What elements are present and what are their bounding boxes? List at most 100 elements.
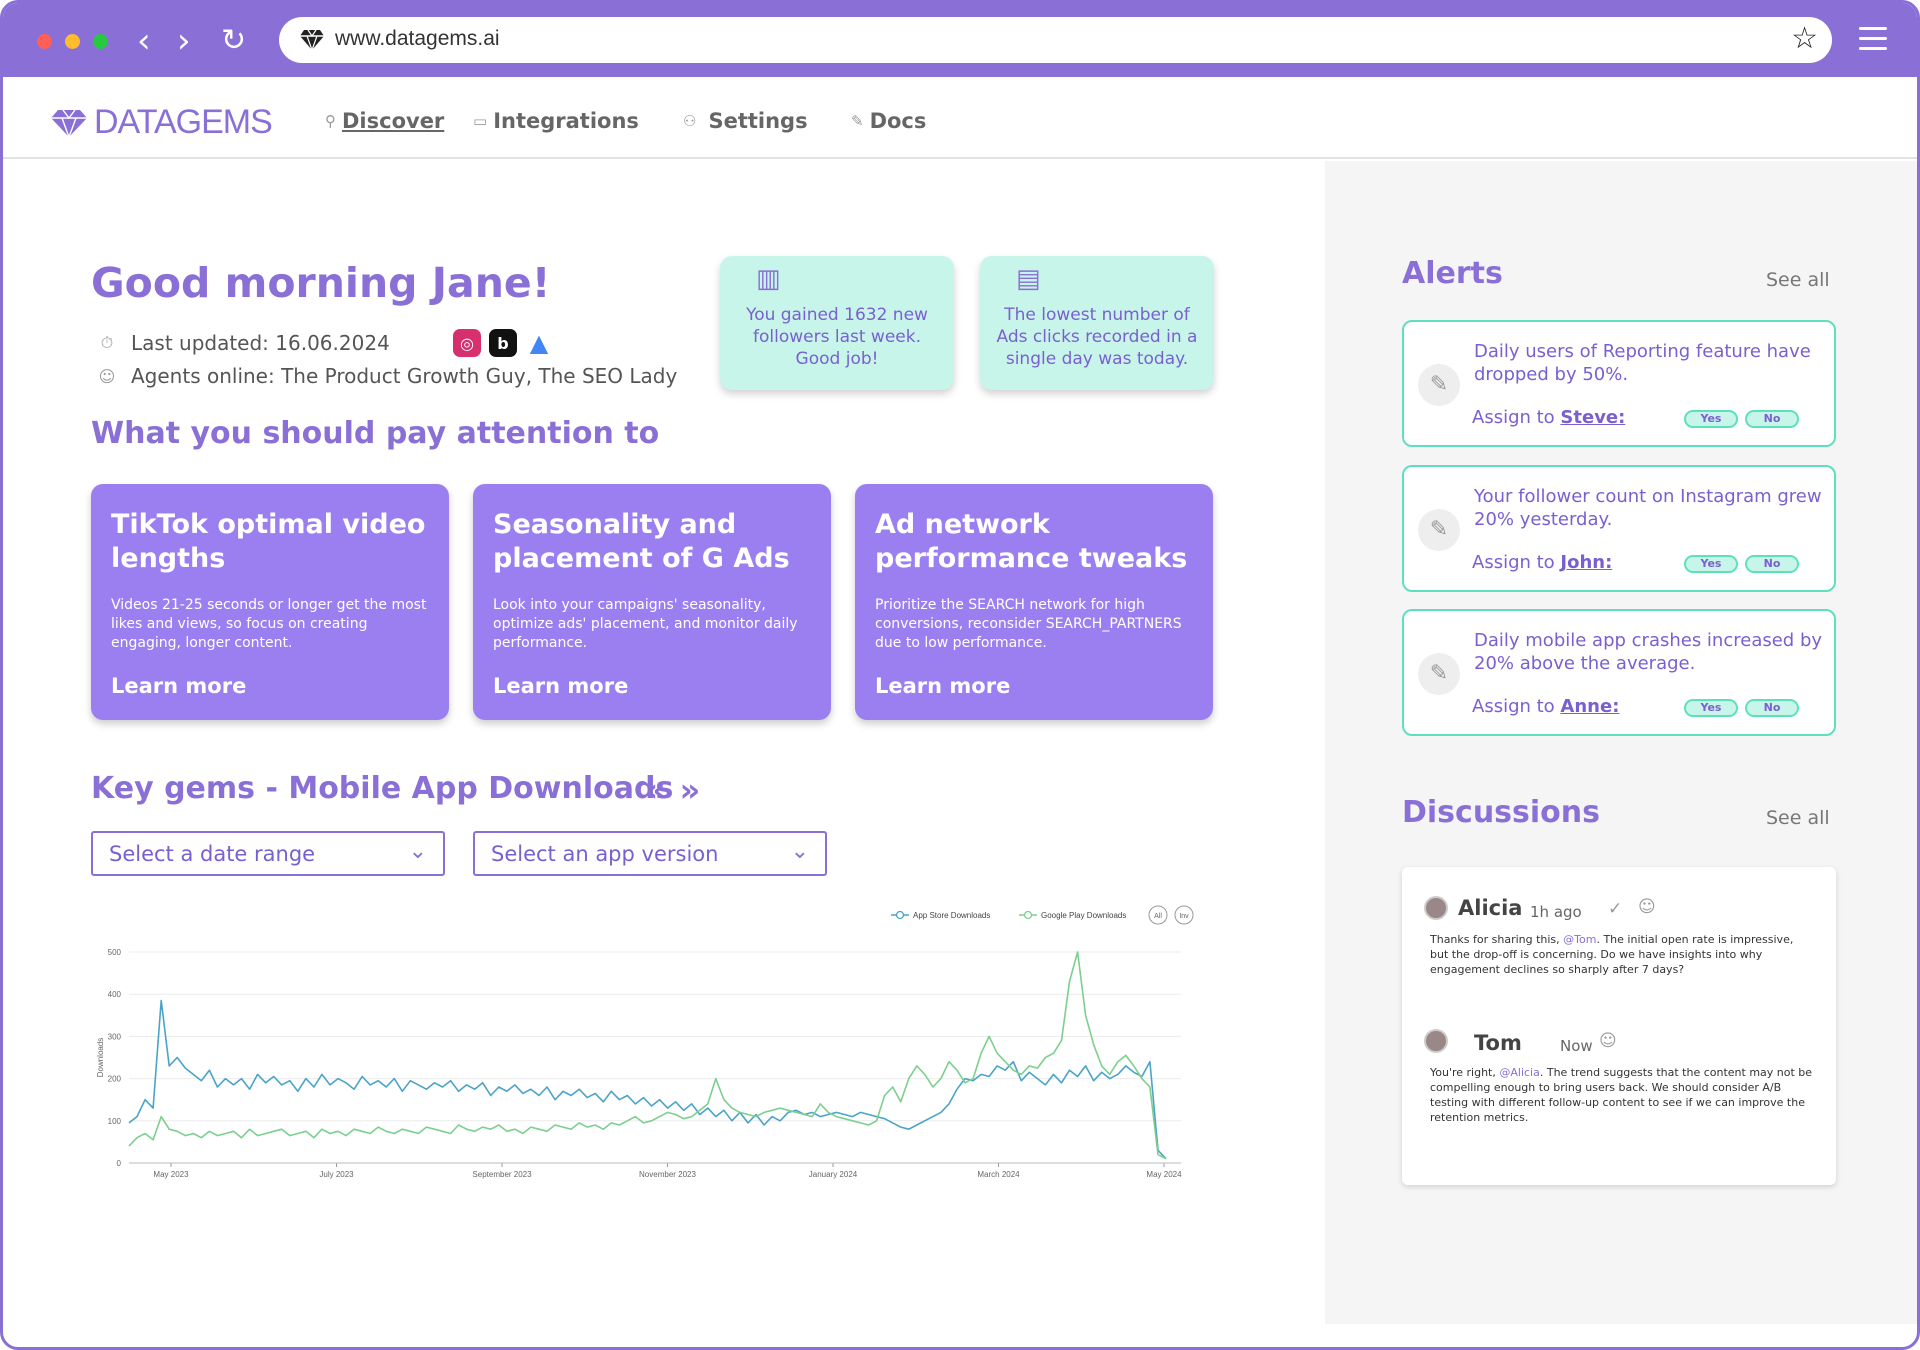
- nav-integrations-label: Integrations: [493, 109, 639, 133]
- y-axis-label: Downloads: [96, 1038, 105, 1078]
- yes-button[interactable]: Yes: [1684, 699, 1738, 717]
- monitor-icon: ▭: [473, 112, 488, 130]
- discussions-see-all-link[interactable]: See all: [1766, 807, 1830, 829]
- mention[interactable]: @Alicia: [1499, 1066, 1540, 1079]
- nav-discover[interactable]: ⚲ Discover: [325, 109, 444, 133]
- prev-gem-button[interactable]: «: [645, 771, 680, 809]
- close-window-button[interactable]: [37, 34, 52, 49]
- timestamp: 1h ago: [1530, 903, 1582, 921]
- integration-icons: ◎ b ▲: [453, 329, 553, 357]
- nav-docs-label: Docs: [869, 109, 927, 133]
- author-name: Tom: [1474, 1031, 1522, 1055]
- agents-online: ☺ Agents online: The Product Growth Guy,…: [95, 364, 678, 388]
- legend-label: Google Play Downloads: [1041, 911, 1126, 920]
- x-tick-label: January 2024: [809, 1170, 858, 1179]
- gem-pager: «»: [645, 771, 714, 809]
- agents-online-text: Agents online: The Product Growth Guy, T…: [131, 364, 678, 388]
- minimize-window-button[interactable]: [65, 34, 80, 49]
- emoji-icon[interactable]: ☺: [1638, 897, 1656, 917]
- series-line-google-play: [128, 951, 1167, 1160]
- page-title: Good morning Jane!: [91, 259, 551, 307]
- maximize-window-button[interactable]: [93, 34, 108, 49]
- alert-text: Daily mobile app crashes increased by 20…: [1474, 630, 1823, 674]
- assignee-link[interactable]: John:: [1560, 552, 1613, 573]
- y-tick-label: 200: [108, 1075, 122, 1084]
- x-tick-label: May 2024: [1146, 1170, 1182, 1179]
- nav-integrations[interactable]: ▭ Integrations: [473, 109, 639, 133]
- stat-card-followers[interactable]: ▥ You gained 1632 new followers last wee…: [720, 256, 954, 390]
- b-icon[interactable]: b: [489, 329, 517, 357]
- key-gems-heading: Key gems - Mobile App Downloads: [91, 771, 674, 806]
- no-button[interactable]: No: [1745, 555, 1799, 573]
- browser-titlebar: ‹ › ↻ www.datagems.ai ☆: [3, 3, 1917, 77]
- x-tick-label: November 2023: [639, 1170, 696, 1179]
- instagram-icon[interactable]: ◎: [453, 329, 481, 357]
- check-circle-icon[interactable]: ✓: [1608, 899, 1623, 919]
- y-tick-label: 500: [108, 948, 122, 957]
- yes-button[interactable]: Yes: [1684, 555, 1738, 573]
- edit-note-icon: ✎: [1418, 653, 1460, 695]
- yes-button[interactable]: Yes: [1684, 410, 1738, 428]
- assign-label: Assign to Anne:: [1472, 696, 1620, 717]
- emoji-icon[interactable]: ☺: [1599, 1031, 1617, 1051]
- stat-text: The lowest number of Ads clicks recorded…: [996, 305, 1198, 369]
- logo[interactable]: DATAGEMS: [50, 103, 273, 142]
- attention-card[interactable]: TikTok optimal video lengths Videos 21-2…: [91, 484, 449, 720]
- date-range-select[interactable]: Select a date range ⌄: [91, 831, 445, 876]
- url-text: www.datagems.ai: [335, 27, 500, 50]
- nav-settings[interactable]: ⚇ Settings: [683, 109, 808, 133]
- mention[interactable]: @Tom: [1563, 933, 1597, 946]
- alert-card: ✎ Daily mobile app crashes increased by …: [1402, 609, 1836, 736]
- last-updated: ⏱ Last updated: 16.06.2024: [95, 331, 390, 355]
- downloads-chart: 0 100 200 300 400 500 Downloads May 2023 July 20…: [96, 905, 1194, 1179]
- assignee-link[interactable]: Steve:: [1560, 407, 1626, 428]
- x-tick-label: March 2024: [977, 1170, 1020, 1179]
- card-body: Prioritize the SEARCH network for high c…: [875, 597, 1182, 651]
- bookmark-star-icon[interactable]: ☆: [1791, 21, 1818, 56]
- assign-label: Assign to John:: [1472, 552, 1613, 573]
- reload-button[interactable]: ↻: [221, 23, 247, 58]
- legend-marker: [1023, 910, 1033, 920]
- app-version-select[interactable]: Select an app version ⌄: [473, 831, 827, 876]
- assignee-link[interactable]: Anne:: [1560, 696, 1620, 717]
- nav-discover-label: Discover: [342, 109, 445, 133]
- chevron-down-icon: ⌄: [790, 839, 809, 864]
- nav-docs[interactable]: ✎ Docs: [851, 109, 926, 133]
- top-navigation: DATAGEMS ⚲ Discover ▭ Integrations ⚇ Set…: [3, 77, 1917, 159]
- assign-label: Assign to Steve:: [1472, 407, 1626, 428]
- attention-card[interactable]: Ad network performance tweaks Prioritize…: [855, 484, 1213, 720]
- alerts-heading: Alerts: [1402, 256, 1503, 291]
- edit-note-icon: ✎: [1418, 364, 1460, 406]
- learn-more-link[interactable]: Learn more: [493, 674, 629, 698]
- forward-button[interactable]: ›: [177, 21, 191, 61]
- learn-more-link[interactable]: Learn more: [875, 674, 1011, 698]
- x-tick-label: May 2023: [153, 1170, 189, 1179]
- search-icon: ⚲: [325, 112, 336, 130]
- author-name: Alicia: [1458, 896, 1523, 920]
- alert-card: ✎ Daily users of Reporting feature have …: [1402, 320, 1836, 447]
- legend-toggle-label: All: [1154, 913, 1162, 920]
- alert-text: Your follower count on Instagram grew 20…: [1474, 486, 1822, 530]
- attention-card[interactable]: Seasonality and placement of G Ads Look …: [473, 484, 831, 720]
- chart-down-icon: ▤: [1016, 264, 1041, 294]
- date-range-value: Select a date range: [109, 842, 316, 866]
- gem-icon: [300, 29, 324, 51]
- menu-icon[interactable]: [1859, 27, 1887, 57]
- app-version-value: Select an app version: [491, 842, 719, 866]
- no-button[interactable]: No: [1745, 410, 1799, 428]
- back-button[interactable]: ‹: [137, 21, 151, 61]
- google-ads-icon[interactable]: ▲: [525, 329, 553, 357]
- y-tick-label: 0: [117, 1159, 122, 1168]
- legend-marker: [895, 910, 905, 920]
- discussions-heading: Discussions: [1402, 795, 1601, 830]
- next-gem-button[interactable]: »: [679, 771, 715, 809]
- legend-toggle: [1148, 905, 1168, 925]
- address-bar[interactable]: www.datagems.ai ☆: [279, 17, 1832, 63]
- agents-icon: ☺: [98, 366, 116, 386]
- alerts-see-all-link[interactable]: See all: [1766, 269, 1830, 291]
- no-button[interactable]: No: [1745, 699, 1799, 717]
- x-tick-label: September 2023: [472, 1170, 532, 1179]
- legend-label: App Store Downloads: [913, 911, 990, 920]
- learn-more-link[interactable]: Learn more: [111, 674, 247, 698]
- stat-card-ads-clicks[interactable]: ▤ The lowest number of Ads clicks record…: [980, 256, 1214, 390]
